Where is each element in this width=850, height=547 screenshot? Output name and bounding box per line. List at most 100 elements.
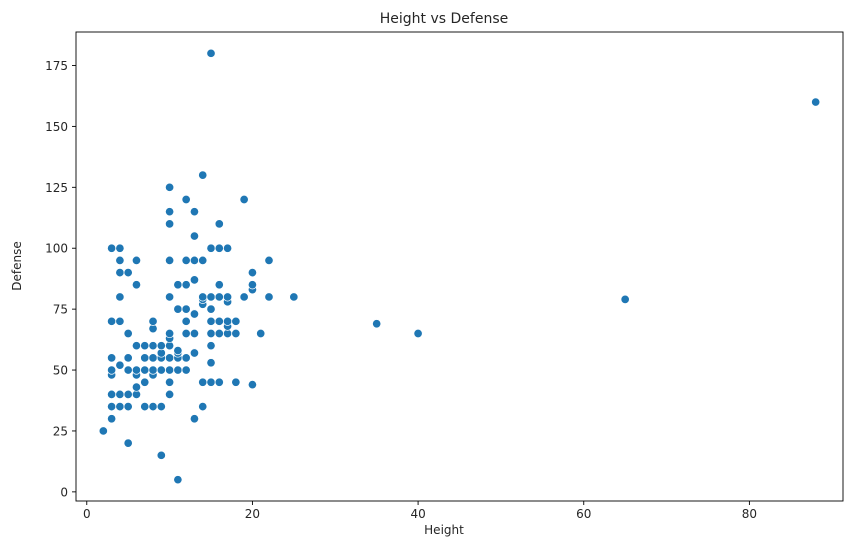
data-point — [198, 377, 208, 387]
data-point — [413, 328, 423, 339]
data-point — [206, 292, 216, 302]
data-point — [181, 328, 191, 339]
data-point — [223, 316, 233, 326]
data-point — [223, 243, 233, 253]
data-point — [115, 402, 125, 412]
data-point — [206, 304, 216, 314]
data-point — [223, 292, 233, 302]
data-point — [264, 292, 274, 302]
data-point — [231, 328, 241, 339]
data-point — [165, 328, 175, 339]
data-point — [140, 402, 150, 412]
data-point — [123, 402, 133, 412]
data-point — [214, 292, 224, 302]
y-tick-label: 125 — [45, 181, 68, 195]
data-point — [198, 170, 208, 180]
data-point — [131, 255, 142, 265]
data-point — [289, 292, 299, 302]
x-tick-label: 60 — [576, 507, 591, 521]
data-point — [123, 438, 133, 448]
y-axis-label: Defense — [10, 241, 24, 290]
data-point — [214, 219, 224, 229]
y-tick-label: 0 — [60, 485, 68, 499]
data-point — [115, 389, 125, 399]
data-point — [189, 231, 199, 241]
data-point — [189, 348, 199, 358]
data-point — [206, 341, 216, 351]
data-point — [189, 207, 199, 217]
data-point — [107, 365, 117, 375]
x-axis-label: Height — [424, 523, 464, 537]
plot-area — [75, 31, 844, 502]
plot-frame — [75, 31, 844, 502]
y-tick-label: 25 — [53, 424, 68, 438]
data-point — [189, 414, 199, 424]
y-tick-label: 150 — [45, 120, 68, 134]
data-point — [156, 402, 166, 412]
data-point — [131, 365, 142, 375]
data-point — [107, 353, 117, 363]
data-point — [214, 243, 224, 253]
y-tick-label: 75 — [53, 303, 68, 317]
y-tick-label: 175 — [45, 59, 68, 73]
data-point — [173, 280, 183, 290]
data-point — [165, 219, 175, 229]
data-point — [123, 365, 133, 375]
data-point — [811, 97, 821, 107]
data-point — [148, 402, 158, 412]
data-point — [148, 365, 158, 375]
data-point — [231, 377, 241, 387]
data-point — [206, 243, 216, 253]
data-point — [214, 316, 224, 326]
data-point — [247, 280, 257, 290]
data-point — [264, 255, 274, 265]
data-point — [198, 292, 208, 302]
data-point — [140, 365, 150, 375]
data-point — [620, 294, 630, 304]
data-point — [156, 450, 166, 460]
data-point — [247, 380, 257, 390]
data-point — [206, 377, 216, 387]
data-point — [173, 345, 183, 356]
data-point — [198, 402, 208, 412]
data-point — [165, 182, 175, 192]
data-point — [181, 304, 191, 314]
y-ticks: 0 25 50 75 100 125 150 175 — [45, 59, 76, 499]
chart-title: Height vs Defense — [380, 11, 508, 27]
data-point — [189, 309, 199, 319]
data-point — [115, 255, 125, 265]
data-point — [107, 316, 117, 326]
data-point — [165, 255, 175, 265]
data-point — [206, 328, 216, 339]
data-point — [107, 389, 117, 399]
data-point — [181, 353, 191, 363]
data-point — [115, 268, 125, 278]
data-point — [115, 360, 125, 370]
data-point — [206, 48, 216, 58]
data-point — [140, 353, 150, 363]
data-point — [115, 316, 125, 326]
data-point — [123, 268, 133, 278]
data-point — [140, 377, 150, 387]
points-layer — [98, 48, 821, 485]
x-ticks: 0 20 40 60 80 — [83, 501, 757, 521]
data-point — [214, 280, 224, 290]
data-point — [140, 341, 150, 351]
x-tick-label: 20 — [245, 507, 260, 521]
data-point — [247, 268, 257, 278]
x-tick-label: 0 — [83, 507, 91, 521]
data-point — [372, 319, 382, 329]
data-point — [123, 328, 133, 339]
data-point — [198, 255, 208, 265]
data-point — [148, 341, 158, 351]
data-point — [107, 414, 117, 424]
data-point — [181, 280, 191, 290]
data-point — [165, 377, 175, 387]
data-point — [156, 365, 166, 375]
data-point — [181, 255, 191, 265]
data-point — [181, 316, 191, 326]
x-tick-label: 40 — [410, 507, 425, 521]
data-point — [189, 328, 199, 339]
data-point — [107, 243, 117, 253]
